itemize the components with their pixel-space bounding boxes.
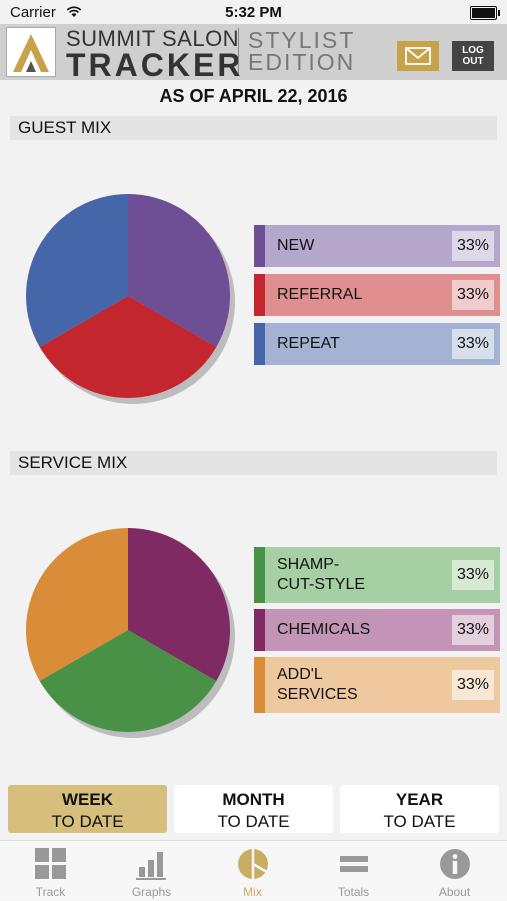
service-mix-pie-chart xyxy=(26,528,235,738)
service-legend-addl-services: ADD'L SERVICES 33% xyxy=(254,657,500,713)
logout-line2: OUT xyxy=(462,56,484,67)
legend-label-line1: SHAMP- xyxy=(277,556,340,573)
battery-icon xyxy=(470,6,500,20)
bar-chart-icon xyxy=(136,852,166,880)
legend-percent: 33% xyxy=(452,231,494,261)
tab-label: Graphs xyxy=(131,885,172,899)
status-bar: Carrier 5:32 PM xyxy=(0,0,507,24)
service-legend-shamp-cut-style: SHAMP- CUT-STYLE 33% xyxy=(254,547,500,603)
tab-totals[interactable]: Totals xyxy=(303,841,404,901)
tab-mix[interactable]: Mix xyxy=(202,841,303,901)
legend-stripe xyxy=(254,323,265,365)
tab-label: About xyxy=(438,885,471,899)
tab-label: Mix xyxy=(243,885,262,899)
period-line2: TO DATE xyxy=(51,812,124,831)
year-to-date-button[interactable]: YEAR TO DATE xyxy=(340,785,499,833)
grid-icon xyxy=(35,848,66,879)
logout-line1: LOG xyxy=(462,45,484,56)
legend-label-line1: ADD'L xyxy=(277,666,323,683)
legend-label: NEW xyxy=(277,237,315,254)
guest-pie-slice-0 xyxy=(128,194,230,347)
tab-track[interactable]: Track xyxy=(0,841,101,901)
week-to-date-button[interactable]: WEEK TO DATE xyxy=(8,785,167,833)
legend-percent: 33% xyxy=(452,560,494,590)
legend-percent: 33% xyxy=(452,329,494,359)
legend-label: REFERRAL xyxy=(277,286,363,303)
edition-line1: STYLIST xyxy=(248,27,356,53)
service-legend-chemicals: CHEMICALS 33% xyxy=(254,609,500,651)
legend-stripe xyxy=(254,609,265,651)
period-line1: WEEK xyxy=(62,790,113,809)
guest-pie-slice-2 xyxy=(26,194,128,347)
month-to-date-button[interactable]: MONTH TO DATE xyxy=(174,785,333,833)
brand-divider xyxy=(238,28,239,74)
period-line1: MONTH xyxy=(222,790,285,809)
service-pie-slice-0 xyxy=(128,528,230,681)
as-of-date: AS OF APRIL 22, 2016 xyxy=(159,86,348,106)
summit-mountain-icon xyxy=(13,34,49,72)
logout-button[interactable]: LOG OUT xyxy=(452,41,494,71)
tab-label: Totals xyxy=(337,885,370,899)
tab-label: Track xyxy=(35,885,66,899)
guest-legend-repeat: REPEAT 33% xyxy=(254,323,500,365)
equals-icon xyxy=(340,856,368,872)
period-line2: TO DATE xyxy=(217,812,290,831)
guest-legend-new: NEW 33% xyxy=(254,225,500,267)
brand-top: SUMMIT SALON xyxy=(66,26,240,51)
period-line2: TO DATE xyxy=(383,812,456,831)
legend-percent: 33% xyxy=(452,615,494,645)
guest-mix-header: GUEST MIX xyxy=(10,116,497,140)
tab-bar: Track Graphs Mix Totals About xyxy=(0,840,507,900)
legend-label: ADD'L SERVICES xyxy=(277,657,358,713)
tab-graphs[interactable]: Graphs xyxy=(101,841,202,901)
info-icon xyxy=(440,849,470,879)
brand-title: SUMMIT SALON TRACKER xyxy=(66,26,244,83)
envelope-icon xyxy=(405,47,431,65)
legend-stripe xyxy=(254,657,265,713)
brand-bottom: TRACKER xyxy=(66,47,244,83)
legend-label-line2: CUT-STYLE xyxy=(277,576,366,593)
status-time: 5:32 PM xyxy=(225,4,282,21)
pie-icon xyxy=(238,849,268,879)
legend-label: REPEAT xyxy=(277,335,340,352)
period-line1: YEAR xyxy=(395,790,444,809)
guest-mix-pie-chart xyxy=(26,194,235,404)
edition-label: STYLIST EDITION xyxy=(248,27,356,75)
service-mix-header: SERVICE MIX xyxy=(10,451,497,475)
wifi-icon xyxy=(66,6,82,17)
legend-label-line2: SERVICES xyxy=(277,686,358,703)
guest-legend-referral: REFERRAL 33% xyxy=(254,274,500,316)
legend-label: CHEMICALS xyxy=(277,621,371,638)
summit-logo xyxy=(6,27,56,77)
edition-line2: EDITION xyxy=(248,49,356,75)
mail-button[interactable] xyxy=(397,41,439,71)
legend-stripe xyxy=(254,225,265,267)
carrier-label: Carrier xyxy=(10,4,56,21)
legend-stripe xyxy=(254,547,265,603)
app-header: SUMMIT SALON TRACKER STYLIST EDITION LOG… xyxy=(0,24,507,83)
service-pie-slice-2 xyxy=(26,528,128,681)
legend-stripe xyxy=(254,274,265,316)
legend-percent: 33% xyxy=(452,670,494,700)
legend-percent: 33% xyxy=(452,280,494,310)
legend-label: SHAMP- CUT-STYLE xyxy=(277,547,365,603)
tab-about[interactable]: About xyxy=(404,841,505,901)
